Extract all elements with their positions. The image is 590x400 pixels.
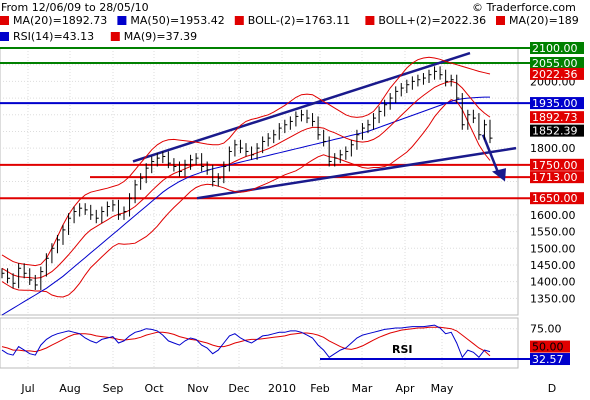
arrow-head (492, 168, 506, 182)
price-tick-label: 1800.00 (530, 142, 576, 155)
upper-trendline (132, 51, 471, 163)
rsi-label-text: 32.57 (532, 353, 564, 366)
rsi-grid (0, 317, 530, 369)
legend-row1-swatch (365, 16, 375, 25)
x-tick-label: Feb (310, 382, 329, 395)
price-tick-label: 1350.00 (530, 292, 576, 305)
price-label-text: 2100.00 (532, 42, 578, 55)
legend-row2-label: MA(9)=37.39 (124, 30, 197, 43)
x-tick-label: D (548, 382, 556, 395)
legend-row-1: MA(20)=1892.73 MA(50)=1953.42 BOLL-(2)=176… (0, 14, 579, 27)
boll-lower-line (1, 99, 491, 298)
legend-row1-label: MA(20)=189 (509, 14, 579, 27)
price-tick-label: 1500.00 (530, 242, 576, 255)
x-tick-label: Mar (352, 382, 373, 395)
price-tick-label: 1550.00 (530, 226, 576, 239)
ma50-line (1, 96, 490, 316)
legend-row-2: RSI(14)=43.13 MA(9)=37.39 (0, 30, 197, 43)
legend-row2-label: RSI(14)=43.13 (13, 30, 94, 43)
x-tick-label: May (431, 382, 454, 395)
legend-row1-label: BOLL-(2)=1763.11 (248, 14, 350, 27)
rsi-label-box (530, 353, 570, 366)
price-label-text: 1852.39 (532, 125, 578, 138)
x-tick-label: Apr (395, 382, 415, 395)
price-label-text: 1935.00 (532, 97, 578, 110)
rsi-label-text: 50.00 (532, 341, 564, 354)
lower-trendline (196, 146, 517, 200)
price-label-text: 1892.73 (532, 111, 578, 124)
legend-row1-swatch (117, 16, 127, 25)
x-axis-ticks: Jul Aug Sep Oct Nov Dec 2010 Feb Mar Apr May D (20, 382, 556, 395)
x-tick-label: Dec (228, 382, 249, 395)
price-tick-label: 1450.00 (530, 259, 576, 272)
legend-row1-swatch (234, 16, 244, 25)
price-label-text: 2055.00 (532, 57, 578, 70)
price-label-text: 1713.00 (532, 171, 578, 184)
price-series (1, 56, 493, 316)
brand-label: © Traderforce.com (472, 1, 576, 14)
horizontal-levels (0, 47, 530, 200)
legend-row1-swatch (0, 16, 9, 25)
rsi-plot-frame (0, 317, 519, 369)
legend-row1-label: MA(20)=1892.73 (13, 14, 107, 27)
price-label-box (530, 97, 584, 110)
price-label-box (530, 57, 584, 70)
price-label-box (530, 111, 584, 124)
x-tick-label: Jul (20, 382, 34, 395)
rsi-label-box (530, 340, 570, 353)
price-tick-label: 1400.00 (530, 276, 576, 289)
boll-upper-line (1, 56, 491, 267)
period-label: From 12/06/09 to 28/05/10 (1, 1, 149, 14)
rsi-tick-label: 75.00 (530, 323, 562, 336)
rsi-ma-line (1, 326, 491, 357)
x-tick-label: 2010 (268, 382, 296, 395)
legend-row1-swatch (496, 16, 505, 25)
legend-row2-swatch (110, 32, 120, 41)
rsi-line (1, 324, 491, 359)
rsi-annotation: RSI (392, 343, 413, 356)
price-label-box (530, 171, 584, 184)
price-label-text: 2022.36 (532, 68, 578, 81)
legend-row2-swatch (0, 32, 9, 41)
price-axis-ticks: 1350.00 1400.00 1450.00 1500.00 1550.00 1600.… (530, 75, 576, 305)
price-label-text: 1650.00 (532, 192, 578, 205)
x-tick-label: Oct (144, 382, 164, 395)
price-label-box (530, 124, 584, 137)
ma20-line (1, 80, 491, 279)
price-label-text: 1750.00 (532, 159, 578, 172)
trendlines (132, 51, 517, 200)
price-label-box (530, 158, 584, 171)
x-tick-label: Aug (59, 382, 80, 395)
legend-row1-label: BOLL+(2)=2022.36 (378, 14, 486, 27)
price-label-box (530, 67, 584, 80)
rsi-axis-ticks: 75.00 (530, 323, 562, 336)
price-tick-label: 1600.00 (530, 209, 576, 222)
price-label-box (530, 192, 584, 205)
rsi-series (1, 324, 491, 359)
x-tick-label: Sep (103, 382, 124, 395)
legend-row1-label: MA(50)=1953.42 (130, 14, 224, 27)
price-label-box (530, 42, 584, 54)
arrow-shaft (481, 134, 501, 176)
main-grid (0, 47, 519, 368)
x-tick-label: Nov (187, 382, 209, 395)
